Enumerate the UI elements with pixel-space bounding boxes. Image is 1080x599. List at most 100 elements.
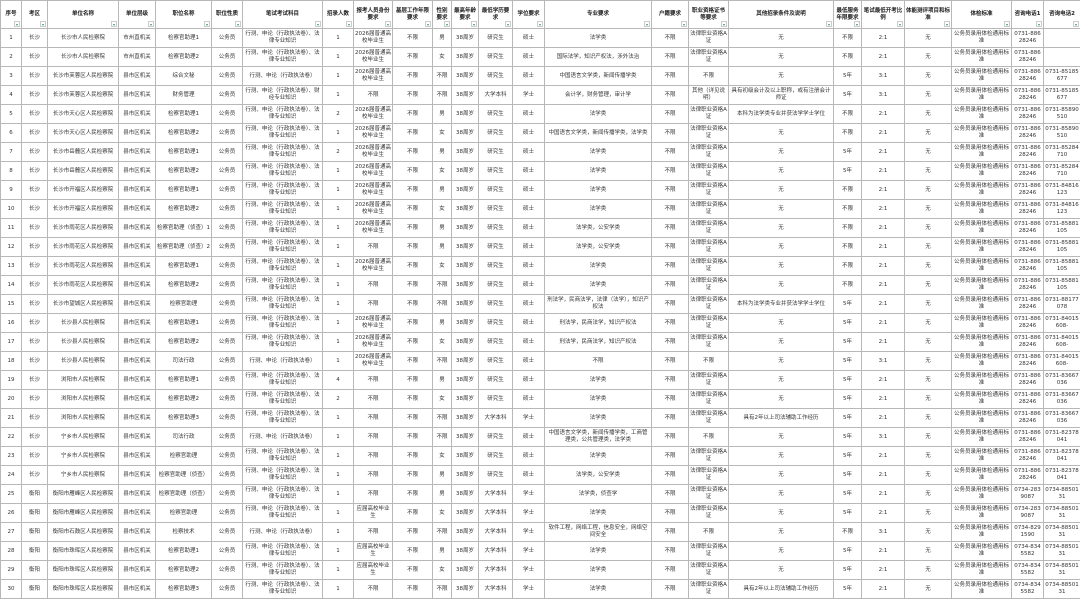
table-cell[interactable]: 不限 (393, 162, 433, 181)
table-cell[interactable]: 不限 (354, 428, 393, 447)
table-cell[interactable]: 0731-88628246 (1012, 219, 1044, 238)
table-cell[interactable]: 法律职业资格A证 (689, 542, 729, 561)
table-cell[interactable]: 公务员 (212, 276, 243, 295)
table-cell[interactable]: 公务员 (212, 561, 243, 580)
table-cell[interactable]: 县市区机关 (119, 162, 156, 181)
table-cell[interactable]: 县市区机关 (119, 580, 156, 599)
table-cell[interactable]: 2026届普通高校毕业生 (354, 200, 393, 219)
filter-dropdown-icon[interactable] (1036, 21, 1042, 27)
table-cell[interactable]: 长沙市望城区人民检察院 (48, 295, 119, 314)
table-cell[interactable]: 法学类 (545, 162, 652, 181)
table-cell[interactable]: 无 (905, 219, 952, 238)
table-cell[interactable]: 大学本科 (479, 485, 513, 504)
filter-dropdown-icon[interactable] (425, 21, 431, 27)
table-cell[interactable]: 长沙 (22, 390, 48, 409)
table-cell[interactable]: 无 (905, 181, 952, 200)
table-cell[interactable]: 无 (729, 48, 834, 67)
table-cell[interactable]: 无 (905, 428, 952, 447)
table-cell[interactable]: 公务员 (212, 181, 243, 200)
table-cell[interactable]: 30 (1, 580, 22, 599)
table-cell[interactable]: 行测、申论（行政执法卷）、法律专业知识 (243, 485, 323, 504)
table-cell[interactable]: 1 (1, 29, 22, 48)
table-cell[interactable]: 2 (323, 105, 354, 124)
table-cell[interactable]: 女 (433, 390, 452, 409)
table-cell[interactable]: 长沙 (22, 29, 48, 48)
table-cell[interactable]: 不限 (393, 105, 433, 124)
table-cell[interactable]: 公务员 (212, 580, 243, 599)
table-cell[interactable]: 0731-88628246 (1012, 371, 1044, 390)
table-cell[interactable]: 0731-88628246 (1012, 162, 1044, 181)
table-cell[interactable]: 行测、申论（行政执法卷）、法律专业知识 (243, 447, 323, 466)
filter-dropdown-icon[interactable] (505, 21, 511, 27)
table-cell[interactable]: 21 (1, 409, 22, 428)
table-cell[interactable]: 浏阳市人民检察院 (48, 390, 119, 409)
table-cell[interactable]: 法律职业资格A证 (689, 333, 729, 352)
table-cell[interactable]: 无 (905, 48, 952, 67)
table-cell[interactable]: 研究生 (479, 371, 513, 390)
table-cell[interactable]: 男 (433, 105, 452, 124)
table-cell[interactable]: 0734-8345582 (1012, 580, 1044, 599)
table-cell[interactable]: 检察官助理 (156, 295, 212, 314)
table-cell[interactable]: 不限 (689, 352, 729, 371)
table-cell[interactable]: 无 (905, 295, 952, 314)
table-cell[interactable]: 不限 (652, 352, 689, 371)
table-cell[interactable]: 0731-83667036 (1044, 390, 1080, 409)
table-cell[interactable]: 研究生 (479, 447, 513, 466)
table-cell[interactable]: 不限 (689, 523, 729, 542)
table-cell[interactable]: 县市区机关 (119, 219, 156, 238)
table-cell[interactable]: 不限 (652, 542, 689, 561)
table-cell[interactable]: 公务员录用体检通用标准 (952, 542, 1012, 561)
table-cell[interactable]: 县市区机关 (119, 485, 156, 504)
table-cell[interactable]: 不限 (652, 561, 689, 580)
table-cell[interactable]: 1 (323, 333, 354, 352)
table-cell[interactable]: 公务员 (212, 219, 243, 238)
filter-dropdown-icon[interactable] (1073, 21, 1079, 27)
table-cell[interactable]: 宁乡市人民检察院 (48, 447, 119, 466)
table-cell[interactable]: 20 (1, 390, 22, 409)
table-cell[interactable]: 17 (1, 333, 22, 352)
table-cell[interactable]: 2 (323, 390, 354, 409)
table-cell[interactable]: 0734-2839087 (1012, 504, 1044, 523)
table-cell[interactable]: 法学类 (545, 371, 652, 390)
table-cell[interactable]: 5年 (834, 485, 862, 504)
table-cell[interactable]: 15 (1, 295, 22, 314)
table-cell[interactable]: 法律职业资格A证 (689, 390, 729, 409)
table-cell[interactable]: 0734-8850131 (1044, 485, 1080, 504)
table-cell[interactable]: 不限 (354, 485, 393, 504)
table-cell[interactable]: 无 (729, 181, 834, 200)
table-cell[interactable]: 检察官助理1 (156, 105, 212, 124)
table-cell[interactable]: 5年 (834, 428, 862, 447)
table-cell[interactable]: 0731-88628246 (1012, 257, 1044, 276)
table-cell[interactable]: 0731-85881105 (1044, 257, 1080, 276)
table-cell[interactable]: 不限 (393, 200, 433, 219)
table-cell[interactable]: 38周岁 (452, 200, 479, 219)
table-cell[interactable]: 不限 (354, 390, 393, 409)
table-cell[interactable]: 不限 (652, 162, 689, 181)
table-cell[interactable]: 5年 (834, 86, 862, 105)
table-cell[interactable]: 长沙县人民检察院 (48, 314, 119, 333)
table-cell[interactable]: 1 (323, 238, 354, 257)
table-cell[interactable]: 男 (433, 29, 452, 48)
table-cell[interactable]: 衡阳市珠晖区人民检察院 (48, 561, 119, 580)
table-cell[interactable]: 8 (1, 162, 22, 181)
table-cell[interactable]: 无 (905, 542, 952, 561)
table-cell[interactable]: 公务员 (212, 447, 243, 466)
table-cell[interactable]: 5年 (834, 333, 862, 352)
table-cell[interactable]: 法学类 (545, 580, 652, 599)
table-cell[interactable]: 长沙 (22, 352, 48, 371)
table-cell[interactable]: 学士 (513, 504, 545, 523)
table-cell[interactable]: 不限 (652, 371, 689, 390)
table-cell[interactable]: 0731-85881105 (1044, 276, 1080, 295)
table-cell[interactable]: 5年 (834, 561, 862, 580)
table-cell[interactable]: 5年 (834, 390, 862, 409)
table-cell[interactable]: 无 (729, 29, 834, 48)
table-cell[interactable]: 不限 (652, 143, 689, 162)
table-cell[interactable]: 5年 (834, 352, 862, 371)
table-cell[interactable]: 大学本科 (479, 580, 513, 599)
table-cell[interactable]: 行测、申论（行政执法卷）、法律专业知识 (243, 29, 323, 48)
table-cell[interactable]: 法学类 (545, 105, 652, 124)
table-cell[interactable]: 检察官助理1 (156, 371, 212, 390)
table-cell[interactable]: 不限 (393, 371, 433, 390)
table-cell[interactable]: 不限 (652, 390, 689, 409)
table-cell[interactable]: 28 (1, 542, 22, 561)
